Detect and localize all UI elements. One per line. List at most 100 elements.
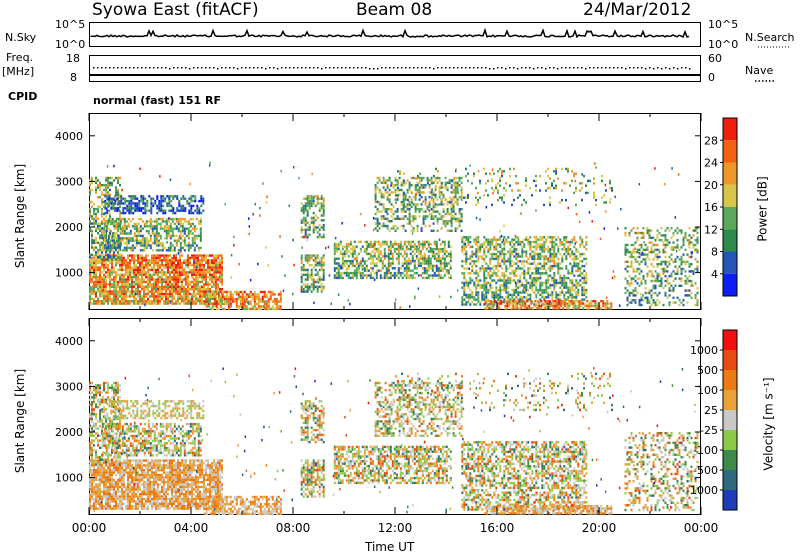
power-colorbar-swatch	[723, 140, 737, 163]
velocity-colorbar-tick-label: 500	[697, 364, 718, 377]
nave-dot	[505, 68, 507, 70]
nave-dot	[641, 67, 643, 69]
nave-dot	[157, 67, 159, 69]
nave-dot	[357, 67, 359, 69]
nave-dot	[645, 68, 647, 70]
nave-dot	[289, 67, 291, 69]
nave-dot	[513, 67, 515, 69]
freq-panel	[89, 55, 701, 82]
nave-dot	[201, 67, 203, 69]
nave-dot	[541, 67, 543, 69]
station-title: Syowa East (fitACF)	[92, 0, 259, 20]
nave-dot	[313, 67, 315, 69]
nave-dot	[545, 68, 547, 70]
nave-dot	[241, 67, 243, 69]
nsky-label: N.Sky	[5, 31, 37, 44]
nave-dot	[129, 67, 131, 69]
velocity-colorbar-tick-label: -500	[693, 464, 718, 477]
nave-dot	[493, 68, 495, 70]
nave-dot	[497, 67, 499, 69]
velocity-colorbar-label: Velocity [m s⁻¹]	[761, 377, 776, 471]
nave-dot	[153, 67, 155, 69]
nave-dot	[273, 67, 275, 69]
freq-label: Freq.	[6, 51, 34, 64]
nave-dot	[373, 68, 375, 70]
nave-dot	[589, 67, 591, 69]
nave-dot	[465, 67, 467, 69]
nave-dot	[677, 68, 679, 70]
nave-dot	[117, 67, 119, 69]
nsky-right-tick-bottom: 10^0	[708, 38, 739, 51]
nave-dot	[385, 67, 387, 69]
nave-dot	[665, 67, 667, 69]
nave-dot	[245, 67, 247, 69]
nave-dot	[661, 68, 663, 70]
velocity-colorbar-tick-label: -100	[693, 444, 718, 457]
power-colorbar-swatch	[723, 229, 737, 252]
nave-dot	[141, 67, 143, 69]
nave-dot	[297, 67, 299, 69]
velocity-colorbar-swatch	[723, 490, 737, 510]
nave-dot	[509, 67, 511, 69]
nave-dot	[269, 67, 271, 69]
nave-dot	[485, 67, 487, 69]
velocity-ytick-label: 4000	[55, 335, 83, 348]
nave-dot	[301, 67, 303, 69]
nave-dot	[569, 67, 571, 69]
nave-dot	[429, 67, 431, 69]
velocity-heatmap-cells	[89, 367, 699, 515]
nave-dot	[229, 67, 231, 69]
nave-dot	[613, 67, 615, 69]
xtick-label: 04:00	[174, 521, 209, 535]
nave-dot	[397, 67, 399, 69]
power-colorbar-tick-label: 8	[711, 246, 718, 259]
nave-dot	[181, 67, 183, 69]
nave-dot	[577, 67, 579, 69]
power-colorbar-tick-label: 16	[704, 201, 718, 214]
nave-dot	[193, 67, 195, 69]
nave-dot	[309, 67, 311, 69]
nave-dot	[445, 67, 447, 69]
nave-tick-bottom: 0	[708, 71, 715, 84]
xtick-label: 00:00	[72, 521, 107, 535]
nave-dot	[149, 67, 151, 69]
power-colorbar-swatch	[723, 273, 737, 296]
xtick-label: 08:00	[276, 521, 311, 535]
nave-dot	[425, 67, 427, 69]
velocity-ytick-label: 3000	[55, 380, 83, 393]
nave-dot	[341, 67, 343, 69]
cpid-text: normal (fast) 151 RF	[93, 94, 221, 107]
nave-dot	[433, 68, 435, 70]
power-colorbar-tick-label: 20	[704, 179, 718, 192]
nave-dot	[389, 67, 391, 69]
xtick-label: 12:00	[378, 521, 413, 535]
nsky-panel	[89, 22, 701, 47]
nave-dot	[213, 67, 215, 69]
nave-dot	[233, 67, 235, 69]
nave-dot	[377, 68, 379, 70]
power-colorbar-tick-label: 28	[704, 134, 718, 147]
nave-dot	[549, 67, 551, 69]
nave-dot	[609, 67, 611, 69]
nave-dot	[113, 67, 115, 69]
velocity-colorbar-tick-label: -25	[700, 424, 718, 437]
nave-dot	[137, 67, 139, 69]
x-axis-label: Time UT	[365, 540, 415, 554]
nave-dot	[657, 67, 659, 69]
nave-dot	[689, 68, 691, 70]
freq-tick-bottom: 8	[70, 71, 77, 84]
power-colorbar-swatch	[723, 207, 737, 230]
nave-dot	[257, 67, 259, 69]
nave-dot	[629, 67, 631, 69]
nave-dot	[605, 67, 607, 69]
nave-dot	[421, 67, 423, 69]
nsky-right-tick-top: 10^5	[708, 18, 739, 31]
power-colorbar-swatch	[723, 251, 737, 274]
velocity-colorbar-swatch	[723, 430, 737, 450]
nave-dot	[601, 67, 603, 69]
nave-dot	[621, 67, 623, 69]
nave-dot	[265, 68, 267, 70]
nave-dot	[437, 67, 439, 69]
nave-dot	[669, 68, 671, 70]
nave-dot	[461, 67, 463, 69]
